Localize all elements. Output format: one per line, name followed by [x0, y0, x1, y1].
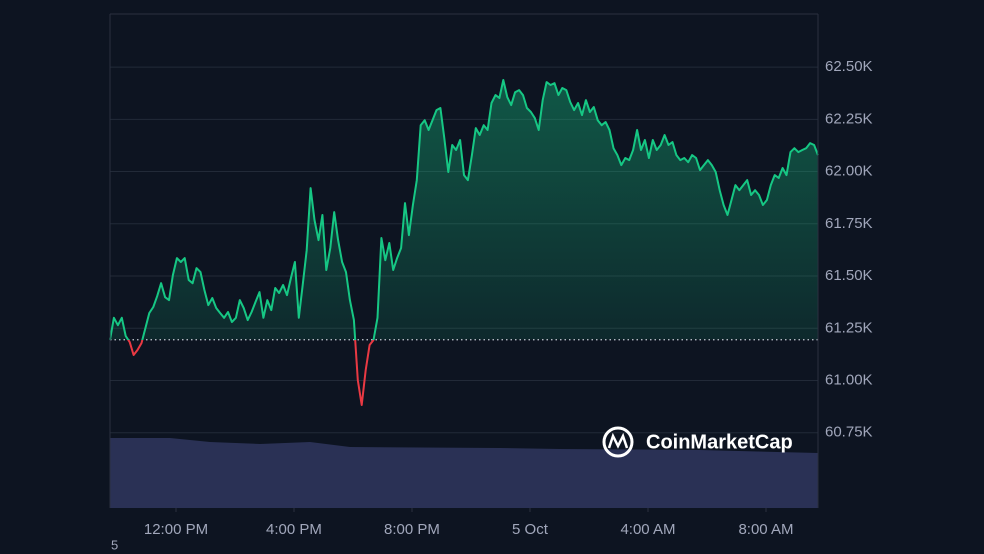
y-tick-label: 60.75K: [825, 424, 873, 441]
price-area: [110, 80, 818, 340]
x-tick-label: 12:00 PM: [144, 521, 208, 538]
watermark: CoinMarketCap: [646, 431, 793, 453]
x-tick-label: 4:00 PM: [266, 521, 322, 538]
footnote: 5: [111, 537, 118, 552]
y-tick-label: 62.50K: [825, 58, 873, 75]
watermark-logo: [602, 426, 634, 458]
marks: [109, 79, 819, 406]
y-tick-label: 62.25K: [825, 110, 873, 127]
price-line: [109, 79, 819, 406]
x-tick-label: 5 Oct: [512, 521, 549, 538]
x-tick-label: 8:00 AM: [738, 521, 793, 538]
y-tick-label: 62.00K: [825, 163, 873, 180]
y-tick-label: 61.75K: [825, 215, 873, 232]
y-tick-label: 61.25K: [825, 319, 873, 336]
y-tick-label: 61.00K: [825, 371, 873, 388]
volume-area: [110, 438, 818, 508]
x-tick-label: 4:00 AM: [620, 521, 675, 538]
y-tick-label: 61.50K: [825, 267, 873, 284]
x-tick-label: 8:00 PM: [384, 521, 440, 538]
